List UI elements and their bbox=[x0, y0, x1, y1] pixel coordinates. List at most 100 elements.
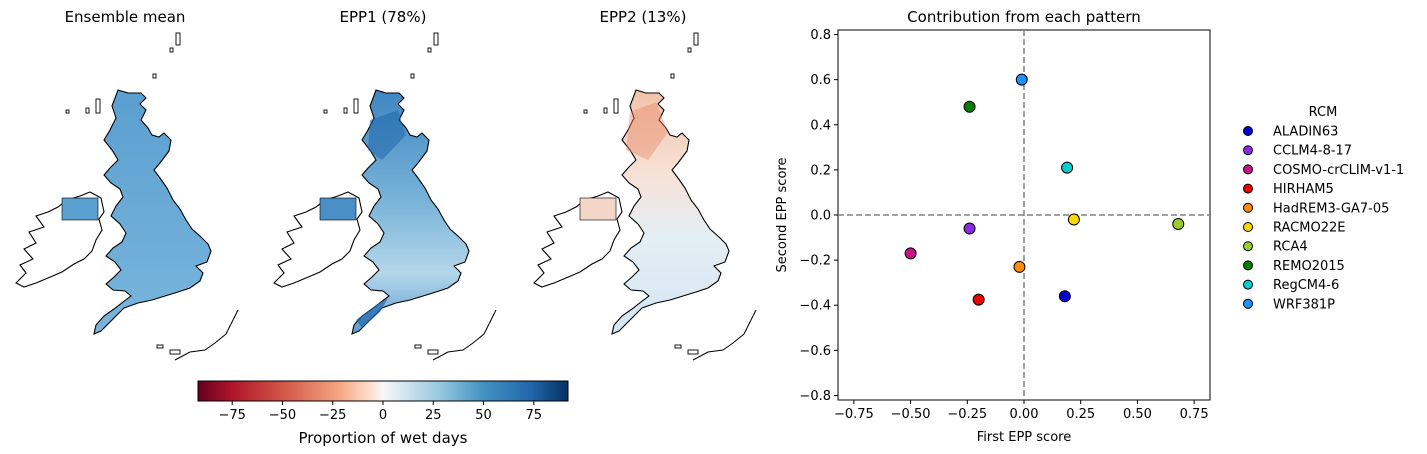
great-britain-outline bbox=[611, 89, 730, 335]
x-axis-label: First EPP score bbox=[977, 430, 1071, 445]
map-title: Ensemble mean bbox=[65, 8, 186, 26]
island bbox=[343, 107, 348, 114]
point-rca4 bbox=[1172, 218, 1185, 231]
legend-label: CCLM4-8-17 bbox=[1273, 144, 1352, 159]
colorbar-tick-label: 25 bbox=[425, 408, 442, 423]
northern-ireland-block bbox=[61, 197, 99, 221]
legend-label: HIRHAM5 bbox=[1273, 182, 1334, 197]
island bbox=[156, 344, 164, 349]
colorbar-gradient bbox=[197, 380, 569, 402]
scatter-chart: Contribution from each pattern −0.75 −0.5… bbox=[775, 8, 1211, 445]
great-britain-outline bbox=[93, 89, 212, 335]
point-hadrem3-ga7-05 bbox=[1013, 260, 1026, 273]
france-coast bbox=[174, 309, 239, 361]
legend-marker bbox=[1243, 145, 1253, 156]
point-remo2015 bbox=[963, 100, 976, 113]
northern-ireland-block bbox=[319, 197, 357, 221]
island bbox=[152, 73, 157, 79]
point-cclm4-8-17 bbox=[963, 222, 976, 235]
x-tick-label: 0.75 bbox=[1180, 407, 1209, 422]
map-panel-3: EPP2 (13%) bbox=[533, 8, 757, 361]
high-loading-area bbox=[368, 110, 406, 160]
island bbox=[65, 109, 70, 114]
negative-loading-area bbox=[626, 102, 668, 160]
legend-label: ALADIN63 bbox=[1273, 125, 1338, 140]
x-tick-label: −0.75 bbox=[834, 407, 874, 422]
y-tick-label: 0.8 bbox=[810, 28, 831, 43]
island bbox=[693, 32, 699, 46]
colorbar: −75 −50 −25 0 25 50 75 Proportion of wet days bbox=[197, 380, 569, 447]
y-tick-label: 0.2 bbox=[810, 163, 831, 178]
island bbox=[674, 344, 682, 349]
map-panel-1: Ensemble mean bbox=[15, 8, 239, 361]
legend-marker bbox=[1243, 241, 1253, 252]
legend-marker bbox=[1243, 183, 1253, 194]
legend-marker bbox=[1243, 164, 1253, 175]
colorbar-tick-label: −50 bbox=[269, 408, 296, 423]
y-tick-label: −0.6 bbox=[799, 344, 831, 359]
great-britain-outline bbox=[351, 89, 470, 335]
x-tick-label: 0.25 bbox=[1066, 407, 1095, 422]
point-regcm4-6 bbox=[1061, 161, 1074, 174]
island bbox=[85, 107, 90, 114]
island bbox=[670, 73, 675, 79]
y-tick-label: 0.6 bbox=[810, 73, 831, 88]
legend-marker bbox=[1243, 260, 1253, 271]
x-tick-label: 0.50 bbox=[1123, 407, 1152, 422]
y-tick-label: 0.0 bbox=[810, 209, 831, 224]
y-tick-label: 0.4 bbox=[810, 118, 831, 133]
island bbox=[433, 32, 439, 46]
map-panel-2: EPP1 (78%) bbox=[273, 8, 497, 361]
legend-label: HadREM3-GA7-05 bbox=[1273, 201, 1389, 216]
france-coast bbox=[692, 309, 757, 361]
colorbar-tick-label: 50 bbox=[475, 408, 492, 423]
island bbox=[323, 109, 328, 114]
island bbox=[410, 73, 415, 79]
point-racmo22e bbox=[1067, 213, 1080, 226]
island bbox=[603, 107, 608, 114]
y-tick-label: −0.4 bbox=[799, 299, 831, 314]
france-coast bbox=[432, 309, 497, 361]
legend-label: REMO2015 bbox=[1273, 259, 1345, 274]
island bbox=[427, 349, 439, 355]
legend-label: COSMO-crCLIM-v1-1 bbox=[1273, 163, 1404, 178]
island bbox=[613, 98, 619, 114]
island bbox=[687, 47, 692, 53]
point-wrf381p bbox=[1015, 73, 1028, 86]
island bbox=[175, 32, 181, 46]
scatter-title: Contribution from each pattern bbox=[907, 8, 1141, 26]
map-title: EPP2 (13%) bbox=[600, 8, 687, 26]
colorbar-tick-label: 0 bbox=[379, 408, 387, 423]
legend-label: RCA4 bbox=[1273, 240, 1308, 255]
colorbar-tick-label: 75 bbox=[526, 408, 543, 423]
island bbox=[687, 349, 699, 355]
point-aladin63 bbox=[1058, 290, 1071, 303]
point-cosmo-crclim-v1-1 bbox=[904, 247, 917, 260]
legend-label: RACMO22E bbox=[1273, 221, 1345, 236]
island bbox=[427, 47, 432, 53]
colorbar-tick-label: −25 bbox=[319, 408, 346, 423]
legend-marker bbox=[1243, 126, 1253, 136]
map-title: EPP1 (78%) bbox=[340, 8, 427, 26]
legend-label: WRF381P bbox=[1273, 297, 1335, 312]
island bbox=[414, 344, 422, 349]
colorbar-label: Proportion of wet days bbox=[299, 429, 468, 447]
island bbox=[353, 98, 359, 114]
island bbox=[95, 98, 101, 114]
legend-label: RegCM4-6 bbox=[1273, 278, 1339, 293]
island bbox=[583, 109, 588, 114]
x-tick-label: −0.50 bbox=[891, 407, 931, 422]
y-tick-label: −0.8 bbox=[799, 389, 831, 404]
northern-ireland-block bbox=[579, 197, 617, 221]
legend-marker bbox=[1243, 222, 1253, 232]
x-tick-label: −0.25 bbox=[947, 407, 987, 422]
legend-marker bbox=[1243, 298, 1253, 309]
y-tick-label: −0.2 bbox=[799, 254, 831, 269]
legend-marker bbox=[1243, 202, 1253, 213]
island bbox=[169, 47, 174, 53]
y-axis-label: Second EPP score bbox=[775, 158, 790, 273]
high-loading-area bbox=[356, 298, 388, 328]
x-tick-label: 0.00 bbox=[1010, 407, 1039, 422]
legend: RCM ALADIN63 CCLM4-8-17 COSMO-crCLIM-v1-1 H… bbox=[1243, 105, 1404, 312]
